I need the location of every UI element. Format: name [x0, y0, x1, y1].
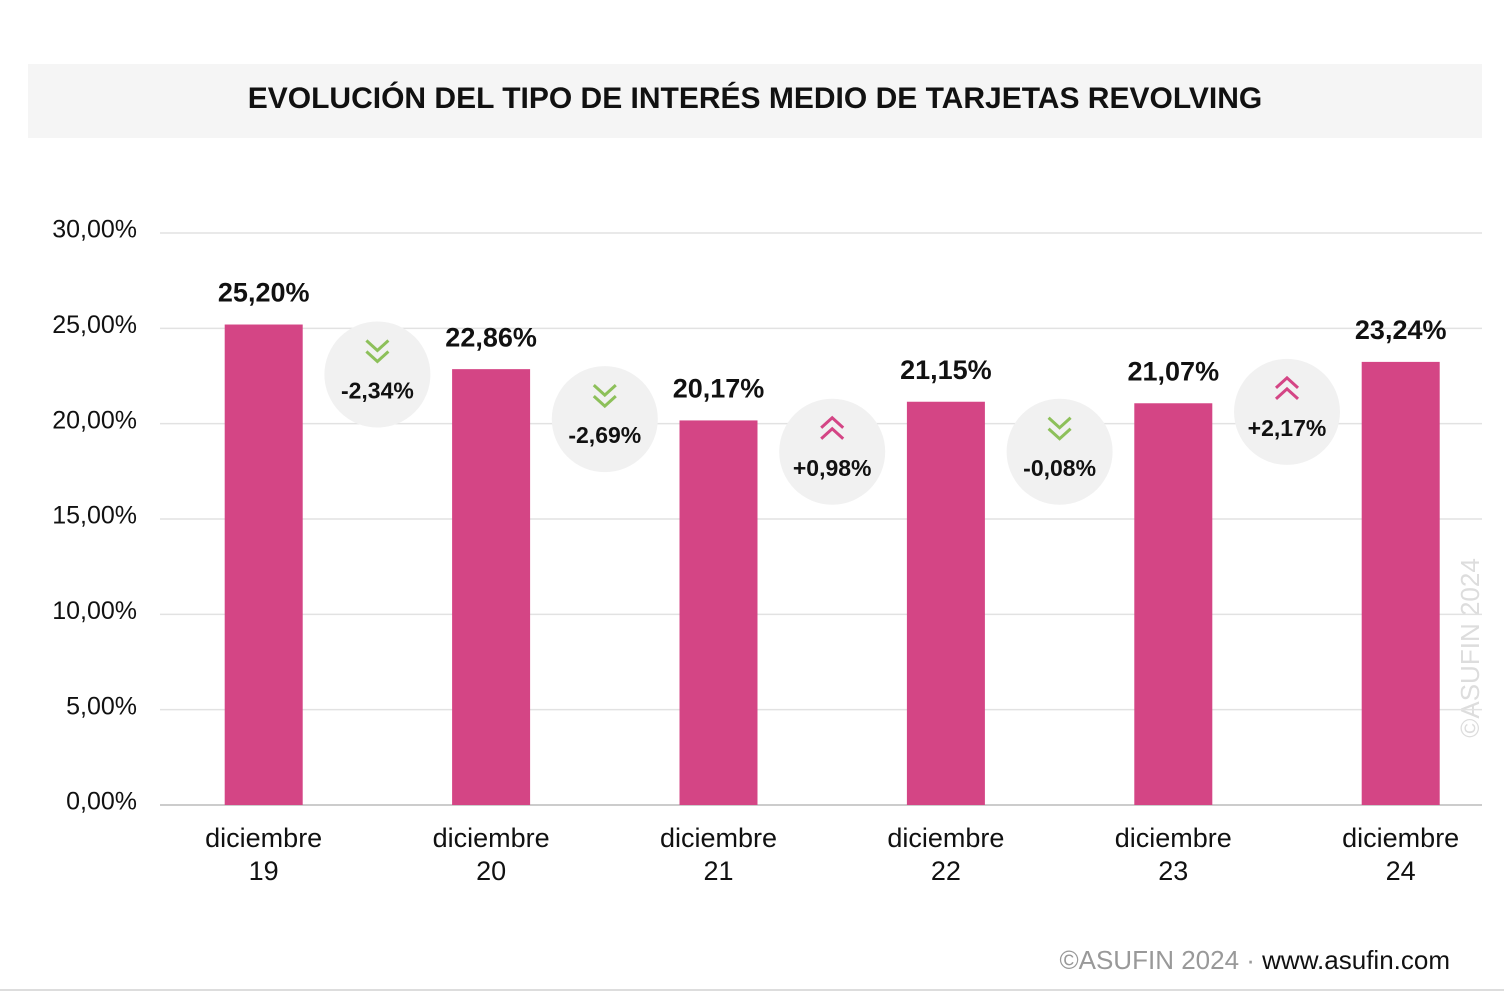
y-tick-label: 10,00%: [52, 597, 137, 625]
y-tick-label: 20,00%: [52, 406, 137, 434]
change-arrow: [365, 339, 390, 353]
bar: [224, 324, 303, 805]
change-badge: [1006, 398, 1113, 505]
change-label: -0,08%: [1023, 455, 1096, 481]
change-label: +0,98%: [793, 455, 872, 481]
watermark: ©ASUFIN 2024: [1455, 558, 1485, 738]
bar: [1134, 403, 1213, 805]
footer-url: www.asufin.com: [1261, 945, 1450, 975]
change-badge: [324, 321, 431, 428]
value-label: 23,24%: [1355, 315, 1447, 345]
title-band: [28, 64, 1482, 138]
chart-title: EVOLUCIÓN DEL TIPO DE INTERÉS MEDIO DE T…: [248, 81, 1263, 115]
bar: [452, 369, 531, 805]
change-arrow: [1274, 375, 1300, 390]
change-label: +2,17%: [1248, 415, 1327, 441]
value-label: 22,86%: [445, 322, 537, 352]
value-label: 21,15%: [900, 355, 992, 385]
x-tick-label: diciembre 19: [205, 823, 323, 886]
change-label: -2,34%: [341, 378, 414, 404]
change-arrow: [1047, 427, 1072, 441]
bar: [906, 401, 985, 805]
change-label: -2,69%: [568, 422, 641, 448]
value-label: 25,20%: [218, 278, 310, 308]
y-tick-label: 30,00%: [52, 216, 137, 244]
change-badge: [779, 398, 886, 505]
y-tick-label: 0,00%: [66, 788, 137, 816]
bar: [1361, 361, 1440, 805]
change-arrow: [820, 426, 845, 440]
bar: [679, 420, 758, 805]
change-arrow: [1274, 386, 1300, 401]
x-tick-label: diciembre 24: [1342, 823, 1460, 886]
x-tick-label: diciembre 20: [432, 823, 550, 886]
change-badge: [551, 366, 658, 473]
y-tick-label: 15,00%: [52, 502, 137, 530]
change-badge: [1234, 358, 1340, 465]
value-label: 21,07%: [1128, 356, 1220, 386]
x-tick-label: diciembre 23: [1114, 823, 1232, 886]
change-arrow: [592, 395, 617, 409]
change-arrow: [592, 384, 617, 398]
y-tick-label: 5,00%: [66, 692, 137, 720]
y-tick-label: 25,00%: [52, 311, 137, 339]
value-label: 20,17%: [673, 374, 765, 404]
change-arrow: [820, 415, 845, 429]
footer: ©ASUFIN 2024 · www.asufin.com: [1059, 945, 1450, 975]
change-arrow: [365, 350, 390, 364]
x-tick-label: diciembre 22: [887, 823, 1005, 886]
x-tick-label: diciembre 21: [659, 823, 778, 886]
footer-copyright: ©ASUFIN 2024 ·: [1059, 945, 1254, 975]
change-arrow: [1047, 416, 1072, 430]
